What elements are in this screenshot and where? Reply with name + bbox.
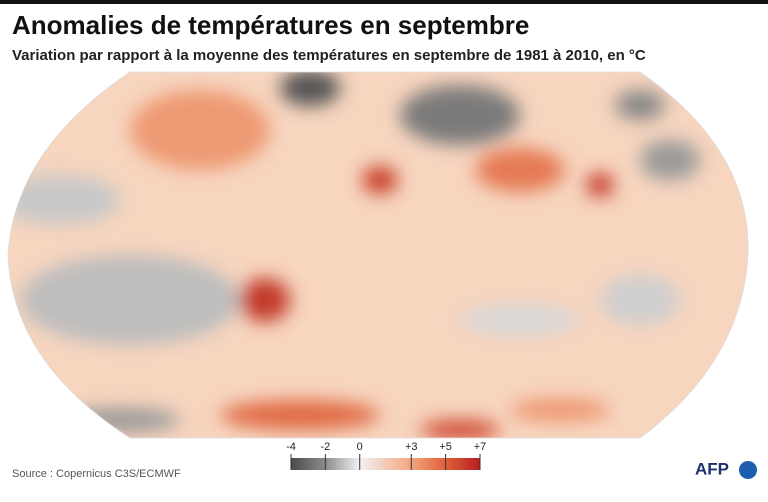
top-bar — [0, 0, 768, 4]
tick-label: +3 — [405, 441, 418, 453]
tick-label: +7 — [474, 441, 487, 453]
source: Source : Copernicus C3S/ECMWF — [12, 468, 181, 480]
legend: -4 -2 0 +3 +5 +7 — [286, 441, 486, 470]
map — [8, 72, 749, 438]
subtitle: Variation par rapport à la moyenne des t… — [12, 47, 646, 64]
color-bar — [291, 458, 480, 470]
tick-label: +5 — [439, 441, 452, 453]
map-outline — [7, 71, 749, 439]
tick-label: -4 — [286, 441, 296, 453]
logo: AFP — [695, 459, 729, 478]
logo-globe — [739, 461, 757, 479]
title: Anomalies de températures en septembre — [12, 10, 529, 40]
tick-label: -2 — [320, 441, 330, 453]
tick-label: 0 — [357, 441, 363, 453]
